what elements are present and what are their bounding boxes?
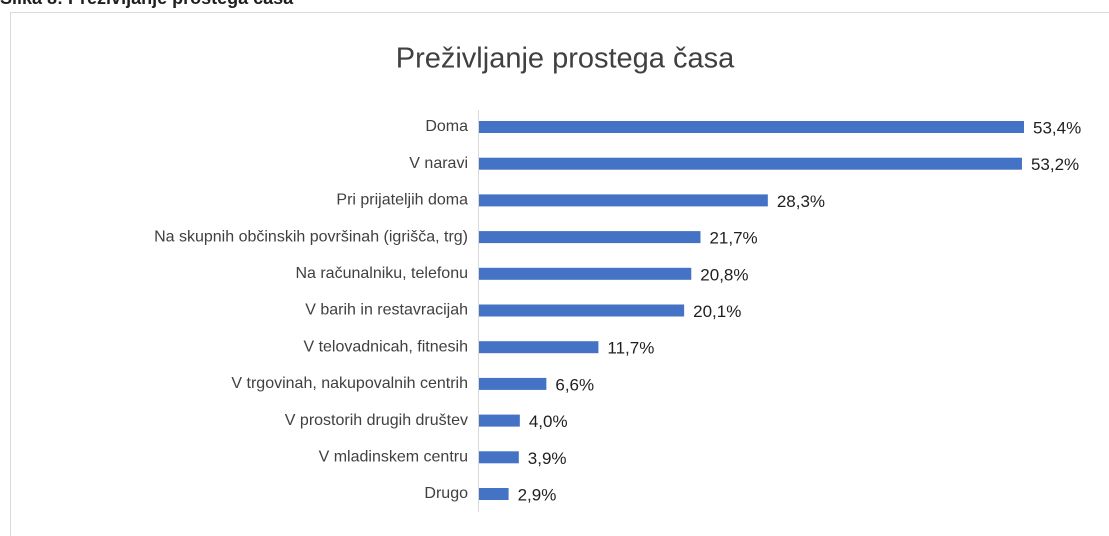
bar	[479, 267, 692, 280]
value-label: 11,7%	[607, 339, 654, 358]
category-label: V trgovinah, nakupovalnih centrih	[231, 375, 468, 392]
value-label: 2,9%	[518, 485, 557, 504]
bar	[479, 304, 685, 317]
category-label: V mladinskem centru	[319, 449, 468, 466]
bar	[479, 231, 701, 244]
value-label: 53,4%	[1033, 118, 1081, 137]
category-label: V telovadnicah, fitnesih	[303, 338, 468, 355]
bar	[479, 341, 599, 354]
value-label: 21,7%	[709, 229, 757, 248]
category-label: V naravi	[409, 155, 468, 172]
bar	[479, 121, 1024, 133]
category-label: Drugo	[424, 485, 468, 502]
category-label: Na računalniku, telefonu	[295, 265, 468, 282]
value-label: 20,1%	[693, 302, 741, 321]
value-label: 20,8%	[700, 265, 748, 284]
bar	[479, 194, 768, 207]
value-label: 3,9%	[528, 449, 567, 468]
bar	[479, 451, 519, 464]
value-label: 4,0%	[529, 412, 568, 431]
bar	[479, 157, 1022, 170]
category-label: Doma	[425, 118, 468, 135]
bar	[479, 488, 509, 500]
category-label: Na skupnih občinskih površinah (igrišča,…	[154, 228, 468, 245]
value-label: 6,6%	[555, 375, 594, 394]
chart-border	[10, 12, 1109, 536]
value-label: 28,3%	[777, 192, 825, 211]
bar	[479, 414, 520, 427]
bar	[479, 377, 547, 390]
category-label: V barih in restavracijah	[305, 302, 468, 319]
chart-title: Preživljanje prostega časa	[396, 43, 735, 75]
category-label: Pri prijateljih doma	[336, 192, 468, 209]
value-label: 53,2%	[1031, 155, 1079, 174]
figure-caption: Slika 8: Preživljanje prostega časa	[0, 0, 293, 9]
category-label: V prostorih drugih društev	[285, 412, 468, 429]
